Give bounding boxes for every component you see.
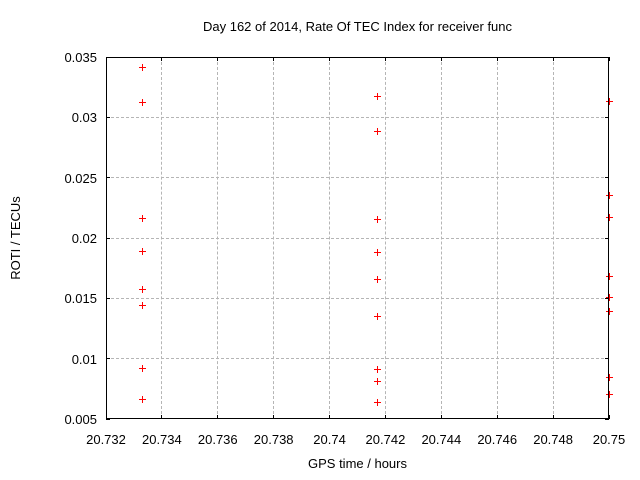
marker-vertical-stroke <box>376 366 378 374</box>
x-tick-label: 20.738 <box>253 432 294 447</box>
y-axis-label: ROTI / TECUs <box>8 196 23 280</box>
marker-vertical-stroke <box>141 215 143 223</box>
marker-vertical-stroke <box>376 216 378 224</box>
marker-vertical-stroke <box>608 391 610 399</box>
tick-mark-y <box>106 177 110 179</box>
tick-mark-x <box>384 415 386 419</box>
x-axis-label: GPS time / hours <box>308 456 407 471</box>
marker-vertical-stroke <box>376 248 378 256</box>
y-tick-label: 0.035 <box>64 50 97 65</box>
x-tick-label: 20.746 <box>477 432 518 447</box>
marker-vertical-stroke <box>608 308 610 316</box>
tick-mark-x <box>273 57 275 61</box>
marker-vertical-stroke <box>608 374 610 382</box>
tick-mark-y <box>605 237 609 239</box>
marker-vertical-stroke <box>141 99 143 107</box>
x-tick-label: 20.736 <box>197 432 238 447</box>
tick-mark-y <box>106 237 110 239</box>
tick-mark-x <box>608 57 610 61</box>
x-tick-label: 20.734 <box>141 432 182 447</box>
marker-vertical-stroke <box>376 275 378 283</box>
gridline-horizontal <box>106 116 609 118</box>
marker-vertical-stroke <box>141 286 143 294</box>
marker-vertical-stroke <box>608 273 610 281</box>
tick-mark-y <box>106 358 110 360</box>
x-tick-label: 20.748 <box>533 432 573 447</box>
x-tick-label: 20.732 <box>86 432 126 447</box>
tick-mark-y <box>605 56 609 58</box>
y-tick-label: 0.025 <box>64 170 97 186</box>
tick-mark-x <box>217 415 219 419</box>
tick-mark-y <box>605 297 609 299</box>
y-tick-label: 0.015 <box>64 291 97 307</box>
tick-mark-y <box>605 358 609 360</box>
marker-vertical-stroke <box>376 312 378 320</box>
tick-mark-x <box>496 57 498 61</box>
tick-mark-x <box>161 57 163 61</box>
tick-mark-y <box>106 418 110 420</box>
tick-mark-x <box>273 415 275 419</box>
x-tick-label: 20.74 <box>313 432 346 447</box>
y-tick-label: 0.03 <box>71 110 97 126</box>
x-tick-label: 20.742 <box>365 432 406 447</box>
tick-mark-y <box>605 418 609 420</box>
tick-mark-x <box>329 415 331 419</box>
marker-vertical-stroke <box>608 213 610 221</box>
x-tick-label: 20.75 <box>592 432 626 447</box>
marker-vertical-stroke <box>141 64 143 72</box>
y-tick-label: 0.005 <box>64 412 97 427</box>
tick-mark-x <box>552 57 554 61</box>
tick-mark-y <box>106 56 110 58</box>
marker-vertical-stroke <box>376 93 378 101</box>
marker-vertical-stroke <box>376 398 378 406</box>
y-tick-label: 0.01 <box>71 351 97 367</box>
gridline-horizontal <box>106 237 609 239</box>
tick-mark-x <box>217 57 219 61</box>
plot-area <box>105 56 613 420</box>
tick-mark-y <box>106 297 110 299</box>
tick-mark-x <box>608 415 610 419</box>
tick-mark-x <box>161 415 163 419</box>
chart-title: Day 162 of 2014, Rate Of TEC Index for r… <box>202 19 513 34</box>
marker-vertical-stroke <box>376 128 378 136</box>
tick-mark-x <box>552 415 554 419</box>
tick-mark-x <box>105 57 107 61</box>
marker-vertical-stroke <box>141 396 143 404</box>
tick-mark-x <box>384 57 386 61</box>
marker-vertical-stroke <box>376 378 378 386</box>
marker-vertical-stroke <box>608 293 610 301</box>
gridline-horizontal <box>106 358 609 360</box>
marker-vertical-stroke <box>608 98 610 106</box>
y-tick-label: 0.02 <box>71 231 97 246</box>
gridline-horizontal <box>106 297 609 299</box>
marker-vertical-stroke <box>141 364 143 372</box>
tick-mark-x <box>496 415 498 419</box>
tick-mark-y <box>605 177 609 179</box>
tick-mark-x <box>440 415 442 419</box>
marker-vertical-stroke <box>608 192 610 200</box>
tick-mark-x <box>440 57 442 61</box>
marker-vertical-stroke <box>141 247 143 255</box>
x-tick-label: 20.744 <box>421 432 462 447</box>
gridline-horizontal <box>106 177 609 179</box>
marker-vertical-stroke <box>141 302 143 310</box>
tick-mark-x <box>329 57 331 61</box>
tick-mark-y <box>605 116 609 118</box>
tick-mark-y <box>106 116 110 118</box>
